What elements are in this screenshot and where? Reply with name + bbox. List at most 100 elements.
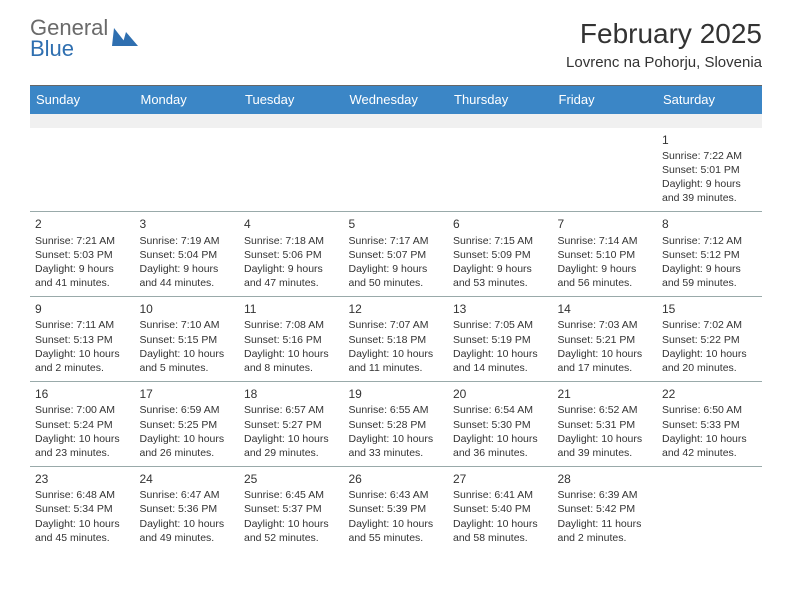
daylight-text: and 14 minutes. [453,361,548,375]
daylight-text: Daylight: 10 hours [558,347,653,361]
sunset-text: Sunset: 5:16 PM [244,333,339,347]
title-block: February 2025 Lovrenc na Pohorju, Sloven… [566,18,762,71]
daylight-text: and 49 minutes. [140,531,235,545]
sunset-text: Sunset: 5:13 PM [35,333,130,347]
sunrise-text: Sunrise: 6:47 AM [140,488,235,502]
day-number: 9 [35,301,130,317]
calendar-blank-cell [135,128,240,212]
calendar-day-cell: 27Sunrise: 6:41 AMSunset: 5:40 PMDayligh… [448,466,553,551]
daylight-text: and 41 minutes. [35,276,130,290]
sunset-text: Sunset: 5:30 PM [453,418,548,432]
daylight-text: Daylight: 10 hours [35,517,130,531]
sunrise-text: Sunrise: 6:54 AM [453,403,548,417]
daylight-text: and 39 minutes. [558,446,653,460]
calendar-blank-cell [239,128,344,212]
daylight-text: Daylight: 9 hours [349,262,444,276]
logo-line2: Blue [30,36,74,61]
day-number: 8 [662,216,757,232]
daylight-text: Daylight: 10 hours [662,432,757,446]
daylight-text: Daylight: 10 hours [349,347,444,361]
daylight-text: and 56 minutes. [558,276,653,290]
day-number: 14 [558,301,653,317]
sunrise-text: Sunrise: 7:15 AM [453,234,548,248]
day-number: 7 [558,216,653,232]
daylight-text: Daylight: 10 hours [349,517,444,531]
calendar-empty-row [30,114,762,128]
calendar-day-cell: 11Sunrise: 7:08 AMSunset: 5:16 PMDayligh… [239,296,344,381]
daylight-text: and 20 minutes. [662,361,757,375]
calendar-week-row: 9Sunrise: 7:11 AMSunset: 5:13 PMDaylight… [30,296,762,381]
day-number: 11 [244,301,339,317]
calendar-day-cell: 26Sunrise: 6:43 AMSunset: 5:39 PMDayligh… [344,466,449,551]
calendar-day-cell: 22Sunrise: 6:50 AMSunset: 5:33 PMDayligh… [657,381,762,466]
daylight-text: and 2 minutes. [558,531,653,545]
sunset-text: Sunset: 5:37 PM [244,502,339,516]
day-number: 25 [244,471,339,487]
day-number: 24 [140,471,235,487]
daylight-text: Daylight: 9 hours [140,262,235,276]
logo-triangle-icon [112,26,138,51]
day-number: 19 [349,386,444,402]
daylight-text: Daylight: 10 hours [453,432,548,446]
calendar-day-cell: 12Sunrise: 7:07 AMSunset: 5:18 PMDayligh… [344,296,449,381]
day-header: Sunday [30,86,135,114]
sunset-text: Sunset: 5:04 PM [140,248,235,262]
calendar-day-cell: 8Sunrise: 7:12 AMSunset: 5:12 PMDaylight… [657,211,762,296]
day-number: 21 [558,386,653,402]
daylight-text: and 23 minutes. [35,446,130,460]
sunrise-text: Sunrise: 6:59 AM [140,403,235,417]
daylight-text: Daylight: 10 hours [35,347,130,361]
calendar-day-cell: 14Sunrise: 7:03 AMSunset: 5:21 PMDayligh… [553,296,658,381]
daylight-text: and 39 minutes. [662,191,757,205]
logo: General Blue [30,18,138,60]
day-number: 3 [140,216,235,232]
sunrise-text: Sunrise: 7:11 AM [35,318,130,332]
calendar-day-cell: 6Sunrise: 7:15 AMSunset: 5:09 PMDaylight… [448,211,553,296]
empty-cell [657,114,762,128]
calendar-day-cell: 2Sunrise: 7:21 AMSunset: 5:03 PMDaylight… [30,211,135,296]
empty-cell [30,114,135,128]
day-number: 4 [244,216,339,232]
daylight-text: Daylight: 10 hours [453,517,548,531]
sunrise-text: Sunrise: 6:39 AM [558,488,653,502]
sunset-text: Sunset: 5:19 PM [453,333,548,347]
daylight-text: and 45 minutes. [35,531,130,545]
daylight-text: and 36 minutes. [453,446,548,460]
sunset-text: Sunset: 5:01 PM [662,163,757,177]
day-header: Monday [135,86,240,114]
sunrise-text: Sunrise: 6:52 AM [558,403,653,417]
daylight-text: Daylight: 9 hours [453,262,548,276]
sunset-text: Sunset: 5:18 PM [349,333,444,347]
calendar-day-cell: 4Sunrise: 7:18 AMSunset: 5:06 PMDaylight… [239,211,344,296]
calendar: Sunday Monday Tuesday Wednesday Thursday… [30,85,762,551]
sunrise-text: Sunrise: 7:07 AM [349,318,444,332]
day-header: Saturday [657,86,762,114]
sunset-text: Sunset: 5:42 PM [558,502,653,516]
calendar-week-row: 16Sunrise: 7:00 AMSunset: 5:24 PMDayligh… [30,381,762,466]
day-number: 27 [453,471,548,487]
sunrise-text: Sunrise: 7:05 AM [453,318,548,332]
sunrise-text: Sunrise: 6:50 AM [662,403,757,417]
day-number: 12 [349,301,444,317]
sunrise-text: Sunrise: 7:21 AM [35,234,130,248]
sunrise-text: Sunrise: 6:48 AM [35,488,130,502]
daylight-text: and 11 minutes. [349,361,444,375]
empty-cell [135,114,240,128]
daylight-text: and 33 minutes. [349,446,444,460]
daylight-text: and 8 minutes. [244,361,339,375]
calendar-day-cell: 24Sunrise: 6:47 AMSunset: 5:36 PMDayligh… [135,466,240,551]
daylight-text: Daylight: 10 hours [662,347,757,361]
daylight-text: Daylight: 10 hours [558,432,653,446]
sunrise-text: Sunrise: 7:19 AM [140,234,235,248]
day-number: 28 [558,471,653,487]
daylight-text: Daylight: 10 hours [35,432,130,446]
sunset-text: Sunset: 5:34 PM [35,502,130,516]
daylight-text: Daylight: 9 hours [35,262,130,276]
calendar-week-row: 23Sunrise: 6:48 AMSunset: 5:34 PMDayligh… [30,466,762,551]
daylight-text: and 5 minutes. [140,361,235,375]
daylight-text: Daylight: 10 hours [140,517,235,531]
daylight-text: and 50 minutes. [349,276,444,290]
daylight-text: Daylight: 9 hours [558,262,653,276]
daylight-text: Daylight: 10 hours [244,517,339,531]
day-number: 6 [453,216,548,232]
